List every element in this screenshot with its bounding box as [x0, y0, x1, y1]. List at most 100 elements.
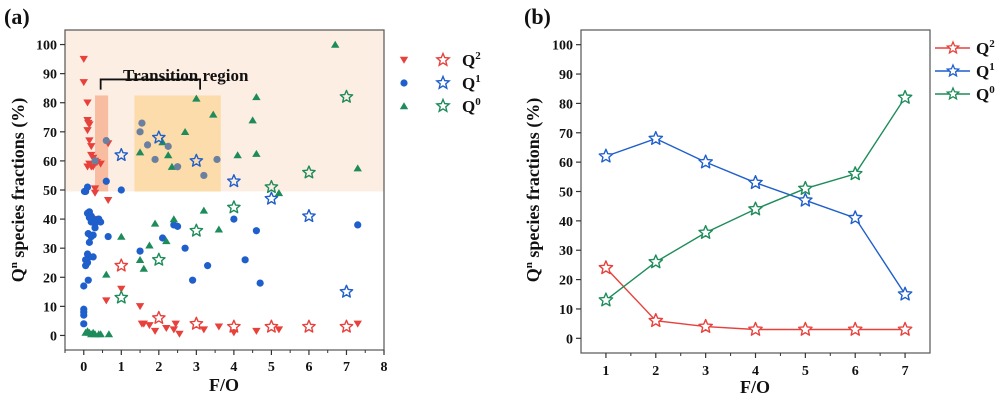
- point-circle: [91, 157, 99, 165]
- y-tick-label-b: 0: [566, 332, 573, 347]
- legend-star-b: [945, 86, 961, 101]
- point-circle: [85, 238, 93, 246]
- legend-marker-a: [400, 79, 408, 87]
- series-q0-this-work: [114, 89, 354, 304]
- y-tick-label-b: 90: [559, 68, 573, 83]
- point-triangle-down: [96, 160, 105, 168]
- data-point-q0: [847, 166, 863, 181]
- y-tick-label-a: 30: [43, 242, 57, 257]
- y-tick-label-a: 20: [43, 271, 57, 286]
- point-circle: [354, 221, 362, 229]
- point-triangle-up: [167, 162, 177, 170]
- legend-star-a: [435, 51, 451, 67]
- panel-label-a: (a): [4, 4, 30, 29]
- x-tick-label-b: 1: [602, 364, 609, 379]
- point-star: [264, 191, 279, 205]
- data-point-q1: [897, 286, 913, 301]
- axes-a: 0 10 20 30 40 50 60 70 80 90 100 0 1 2 3 4 5 6 7 8: [36, 29, 388, 375]
- y-tick-label-a: 100: [36, 39, 57, 54]
- point-triangle-up: [145, 241, 154, 249]
- point-triangle-down: [353, 320, 362, 328]
- data-point-q1: [648, 130, 664, 146]
- point-triangle-down: [88, 163, 98, 171]
- data-point-q1: [698, 154, 713, 169]
- point-star: [302, 208, 316, 223]
- y-tick-label-a: 0: [50, 329, 57, 344]
- y-tick-label-b: 100: [552, 39, 573, 54]
- data-point-q2: [798, 321, 813, 336]
- point-triangle-up: [199, 206, 209, 214]
- point-circle: [84, 276, 92, 284]
- point-star: [151, 252, 166, 266]
- line-q0: [605, 97, 906, 301]
- point-circle: [230, 215, 238, 223]
- point-circle: [97, 218, 105, 226]
- point-triangle-down: [102, 297, 111, 305]
- point-circle: [136, 128, 144, 136]
- point-star: [151, 130, 166, 144]
- y-tick-label-a: 80: [43, 97, 57, 112]
- point-triangle-up: [214, 225, 224, 233]
- y-tick-label-a: 10: [43, 300, 57, 315]
- point-star: [114, 147, 129, 162]
- point-triangle-down: [150, 327, 160, 335]
- x-tick-label-b: 7: [902, 364, 909, 379]
- point-triangle-down: [83, 127, 92, 135]
- point-circle: [83, 183, 92, 191]
- legend-label-b: Q2: [976, 38, 995, 58]
- point-circle: [241, 256, 249, 264]
- y-title-sup: n: [8, 262, 20, 268]
- legend-label-a: Q2: [462, 50, 481, 70]
- shaded-regions: [65, 30, 384, 192]
- legend-sup: 0: [989, 84, 995, 96]
- legend-label-a: Q1: [462, 73, 481, 93]
- transition-bracket: [99, 78, 202, 90]
- point-circle: [138, 119, 146, 127]
- point-circle: [164, 142, 172, 150]
- legend-label-b: Q0: [976, 84, 995, 104]
- transition-region-label: Transition region: [123, 66, 249, 85]
- axes-b: 0 10 20 30 40 50 60 70 80 90 100 1 2 3 4 5 6 7: [552, 29, 931, 379]
- point-triangle-up: [139, 264, 149, 272]
- point-circle: [204, 262, 212, 270]
- point-circle: [173, 222, 182, 230]
- point-triangle-up: [135, 148, 145, 156]
- point-circle: [151, 155, 159, 164]
- y-tick-label-b: 10: [559, 303, 573, 318]
- point-triangle-down: [83, 99, 92, 107]
- point-triangle-down: [169, 326, 179, 334]
- legend-star-b: [945, 63, 961, 78]
- point-triangle-up: [331, 40, 340, 48]
- data-point-q0: [798, 180, 813, 195]
- data-point-q2: [847, 321, 863, 336]
- y-tick-label-b: 50: [559, 186, 573, 201]
- x-tick-label-b: 4: [752, 364, 759, 379]
- y-axis-title-text-a: Qn species fractions (%): [8, 98, 29, 283]
- y-tick-label-a: 70: [43, 126, 57, 141]
- point-circle: [89, 253, 97, 261]
- point-star: [189, 153, 204, 167]
- point-star: [189, 223, 204, 237]
- y-tick-label-a: 90: [43, 68, 57, 83]
- point-triangle-up: [274, 189, 284, 197]
- point-star: [151, 310, 166, 324]
- point-triangle-up: [96, 330, 105, 338]
- point-triangle-up: [192, 94, 201, 102]
- legend-star-b: [945, 40, 961, 55]
- point-triangle-down: [274, 326, 284, 334]
- data-point-q2: [648, 313, 664, 328]
- point-star: [227, 319, 241, 333]
- point-triangle-up: [135, 256, 145, 264]
- point-triangle-down: [87, 143, 96, 151]
- point-circle: [173, 163, 182, 171]
- legend-star-a: [435, 97, 451, 113]
- series-q1-literature: [80, 177, 362, 328]
- point-triangle-down: [162, 324, 171, 332]
- x-axis-title-a: F/O: [209, 375, 239, 395]
- point-triangle-down: [199, 326, 209, 334]
- point-circle: [117, 186, 125, 194]
- line-series: [598, 89, 913, 336]
